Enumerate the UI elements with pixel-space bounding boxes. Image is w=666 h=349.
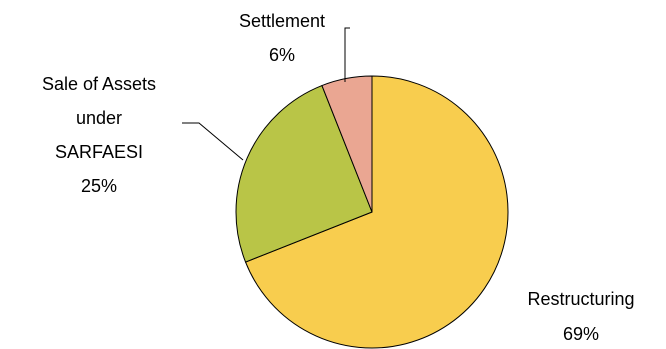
pct-sale-of-assets: 25% [81, 176, 117, 196]
pct-restructuring: 69% [563, 324, 599, 344]
label-restructuring: Restructuring [527, 289, 634, 309]
label-sale-of-assets-line1: Sale of Assets [42, 74, 156, 94]
label-sale-of-assets-line2: under [76, 108, 122, 128]
leader-line-sale-of-assets [182, 122, 244, 161]
leader-line-settlement [344, 27, 350, 82]
pct-settlement: 6% [269, 45, 295, 65]
slice-sale-of-assets [235, 84, 373, 263]
label-settlement: Settlement [239, 11, 325, 31]
pie-slices [235, 75, 509, 349]
slice-settlement [321, 75, 373, 213]
label-sale-of-assets-line3: SARFAESI [55, 142, 143, 162]
slice-restructuring [244, 75, 509, 349]
